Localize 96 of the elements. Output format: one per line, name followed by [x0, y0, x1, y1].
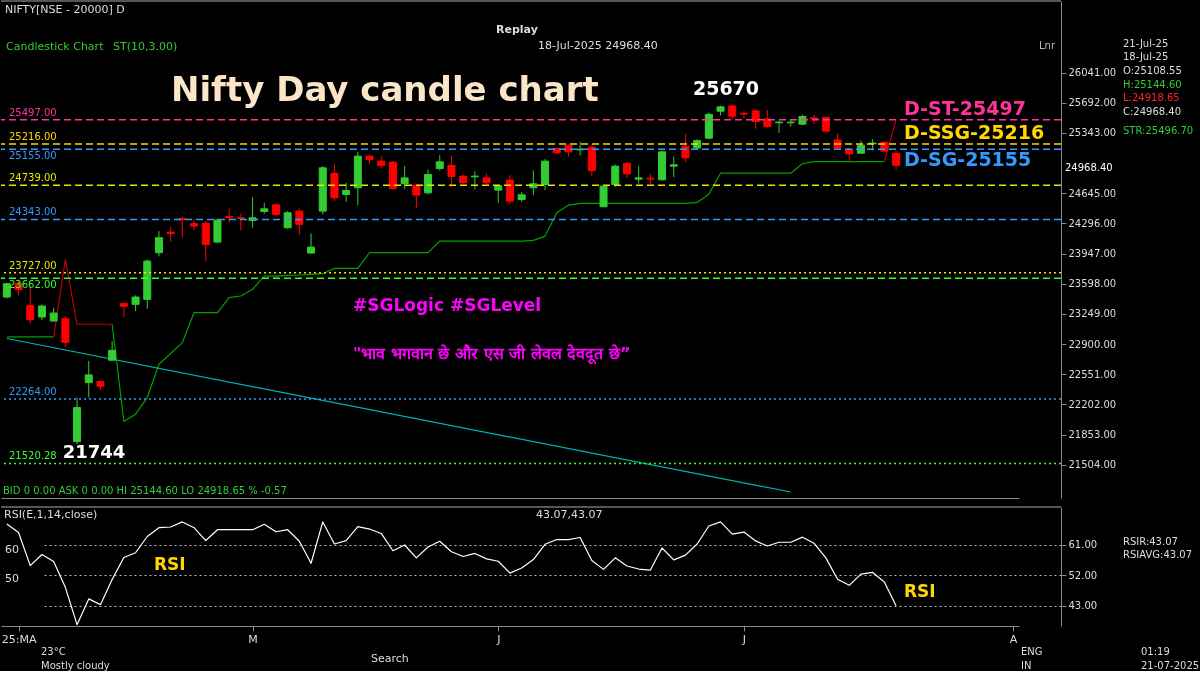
text: 01:19 [1141, 646, 1170, 657]
candlestick [470, 170, 479, 190]
annotation: D-SSG-25216 [904, 120, 1045, 143]
annotation: #SGLogic #SGLevel [353, 295, 542, 315]
y-tick-label: 25343.00 [1068, 127, 1117, 139]
candlestick [704, 112, 713, 140]
candlestick [154, 230, 163, 257]
annotation: 43.07,43.07 [536, 508, 603, 521]
candlestick [587, 143, 596, 177]
candlestick [84, 360, 93, 399]
annotation: Replay [496, 23, 538, 36]
annotation: NIFTY[NSE - 20000] D [5, 3, 125, 16]
ref-line-label: 23727.00 [9, 259, 57, 271]
text: RSIAVG:43.07 [1123, 549, 1193, 560]
y-tick-label: 26041.00 [1068, 67, 1117, 79]
x-tick-label: M [248, 632, 258, 646]
text: Search [371, 652, 409, 665]
annotation: 18-Jul-2025 24968.40 [538, 39, 658, 52]
annotation: RSI [154, 554, 186, 574]
annotation: 60 [5, 543, 19, 556]
ref-line-label: 24739.00 [9, 172, 57, 184]
candlestick [424, 168, 433, 195]
candlestick [892, 149, 901, 171]
candlestick [213, 217, 222, 244]
line-series [6, 521, 897, 626]
candlestick [307, 232, 316, 255]
annotation: D-SG-25155 [904, 148, 1032, 171]
y-tick-label: 23947.00 [1068, 248, 1117, 260]
ref-line-label: 25155.00 [9, 150, 57, 162]
candlestick [541, 158, 550, 191]
annotation: D-ST-25497 [904, 96, 1026, 119]
y-tick-label: 22551.00 [1068, 368, 1117, 380]
text: C:24968.40 [1123, 106, 1182, 117]
ref-line-label: 21520.28 [9, 450, 57, 462]
ref-line-label: 24343.00 [9, 206, 57, 218]
text: 24968.40 [1065, 162, 1113, 173]
annotation: BID 0 0.00 ASK 0 0.00 HI 25144.60 LO 24918.65 % -0.57 [3, 485, 287, 496]
text: Nifty Day candle chart [171, 69, 599, 109]
candlestick [342, 182, 351, 203]
candlestick [447, 155, 456, 188]
text: 23°C [41, 646, 66, 657]
text: L:24918.65 [1123, 92, 1180, 103]
text: STR:25496.70 [1123, 125, 1194, 136]
x-tick-label: J [496, 632, 501, 646]
y-tick-label: 61.00 [1068, 539, 1098, 551]
text: Mostly cloudy [41, 660, 110, 671]
y-tick-label: 22202.00 [1068, 398, 1117, 410]
annotation: 25670 [692, 77, 760, 99]
candlestick [751, 108, 760, 130]
candlestick [108, 340, 117, 362]
y-tick-label: 21853.00 [1068, 429, 1117, 441]
y-tick-label: 21504.00 [1068, 459, 1117, 471]
candlestick [669, 156, 678, 178]
x-tick-label: J [741, 632, 747, 646]
candlestick [775, 120, 784, 134]
y-tick-label: 43.00 [1068, 600, 1098, 612]
candlestick [400, 165, 409, 190]
ref-line-label: 25497.00 [9, 106, 57, 118]
annotation: 21744 [62, 441, 126, 462]
candlestick [248, 196, 257, 229]
text: Lnr [1039, 40, 1056, 51]
ref-line-label: 25216.00 [9, 130, 57, 142]
y-tick-label: 52.00 [1068, 569, 1098, 581]
y-tick-label: 22900.00 [1068, 338, 1117, 350]
annotation: RSI(E,1,14,close) [4, 508, 98, 521]
annotation: RSI [904, 581, 936, 601]
candlestick [611, 164, 620, 188]
text: RSIR:43.07 [1123, 536, 1178, 547]
candlestick [739, 110, 748, 119]
y-tick-label: 23249.00 [1068, 308, 1117, 320]
y-tick-label: 24296.00 [1068, 217, 1117, 229]
candlestick [681, 133, 690, 163]
ref-line-label: 22264.00 [9, 386, 57, 398]
text: IN [1021, 660, 1032, 671]
annotation: ST(10,3.00) [113, 40, 178, 53]
candlestick [236, 213, 245, 231]
text: 21-07-2025 [1141, 660, 1200, 671]
text: 21-Jul-25 [1123, 38, 1169, 49]
text: 18-Jul-25 [1123, 51, 1169, 62]
candlestick [505, 174, 514, 205]
annotation: "भाव भगवान छे और एस जी लेवल देवदूत छे” [353, 344, 631, 365]
y-tick-label: 23598.00 [1068, 278, 1117, 290]
annotation: 50 [5, 572, 19, 585]
candlestick [295, 208, 304, 236]
y-tick-label: 24645.00 [1068, 187, 1117, 199]
candlestick [201, 220, 210, 262]
annotation: Candlestick Chart [6, 40, 105, 53]
text: O:25108.55 [1123, 65, 1182, 76]
y-tick-label: 25692.00 [1068, 97, 1117, 109]
text: ENG [1021, 646, 1043, 657]
x-tick-label: A [1009, 632, 1018, 646]
candlestick [190, 218, 199, 231]
candlestick [119, 302, 128, 318]
x-tick-label: 25:MA [1, 632, 37, 646]
candlestick [61, 315, 70, 348]
text: H:25144.60 [1123, 79, 1182, 90]
